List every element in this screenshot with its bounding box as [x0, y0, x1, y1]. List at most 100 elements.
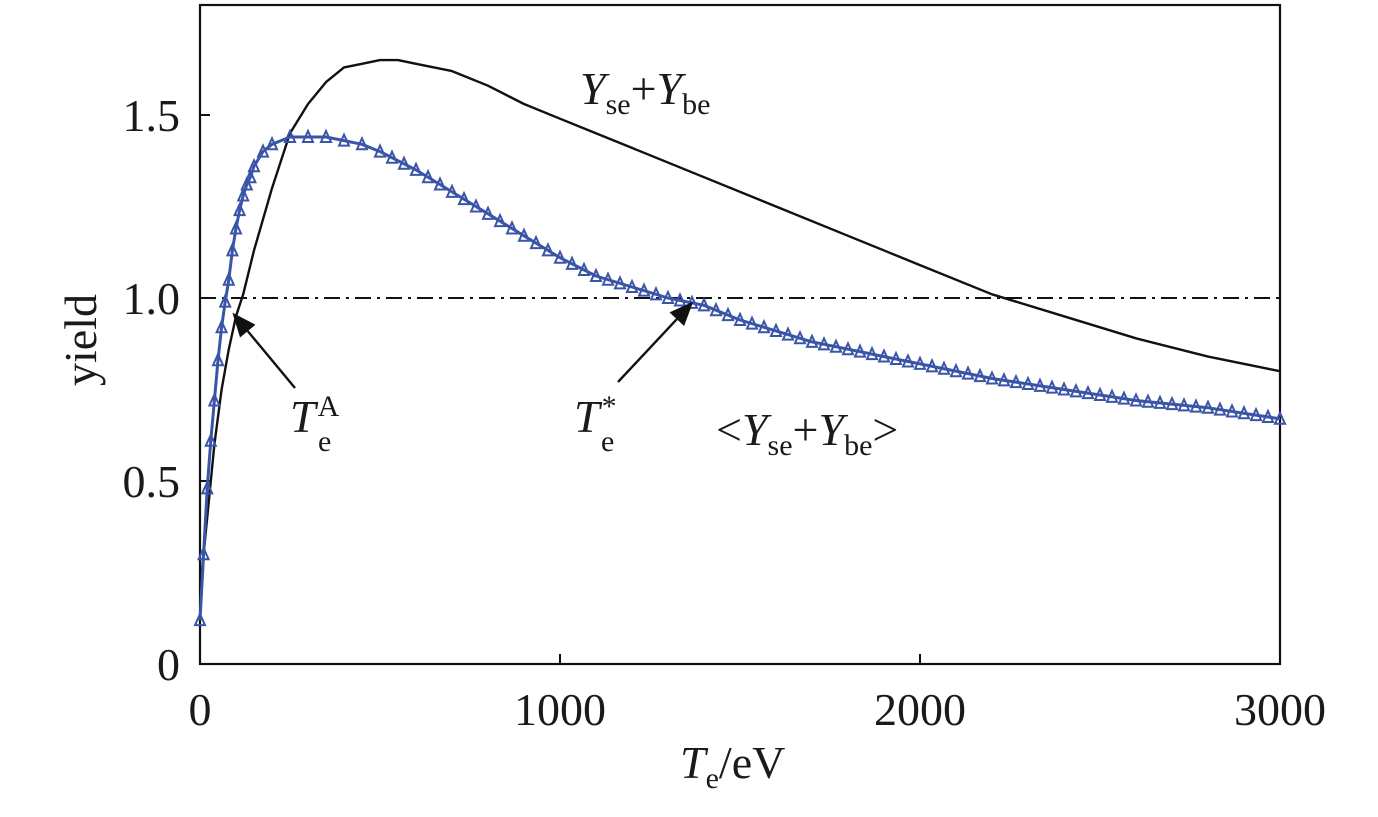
series-label-blue-op: + [793, 404, 819, 455]
triangle-marker [529, 234, 543, 250]
triangle-marker [553, 249, 567, 264]
triangle-marker [961, 365, 975, 380]
triangle-marker [1261, 408, 1275, 423]
triangle-marker [200, 479, 214, 495]
triangle-marker [1129, 392, 1143, 407]
triangle-marker [577, 261, 591, 276]
triangle-marker [433, 176, 447, 191]
triangle-marker [197, 545, 211, 561]
triangle-marker [397, 155, 411, 170]
triangle-marker [997, 371, 1011, 387]
triangle-marker [505, 220, 519, 235]
triangle-marker [757, 318, 771, 334]
triangle-marker [745, 315, 759, 330]
triangle-marker [445, 183, 459, 198]
triangle-marker [301, 128, 315, 143]
triangle-marker [589, 267, 603, 283]
y-tick-label: 1.0 [123, 273, 181, 324]
triangle-marker [853, 343, 867, 358]
triangle-marker [236, 187, 250, 202]
triangle-marker [229, 220, 243, 235]
triangle-marker [985, 370, 999, 385]
triangle-marker [949, 362, 963, 378]
triangle-marker [889, 350, 903, 365]
x-tick-label: 1000 [514, 684, 606, 735]
series-line-blue [198, 135, 1281, 621]
triangle-marker [685, 294, 699, 309]
triangle-marker [769, 322, 783, 337]
triangle-marker [913, 355, 927, 370]
triangle-marker [337, 132, 351, 147]
triangle-marker [409, 161, 423, 176]
y-axis-title: yield [55, 294, 106, 386]
triangle-marker [877, 348, 891, 363]
triangle-marker [661, 289, 675, 304]
triangle-marker [1069, 382, 1083, 398]
triangle-marker [319, 128, 333, 143]
triangle-marker [1141, 393, 1155, 408]
triangle-marker [233, 201, 247, 217]
triangle-marker [265, 135, 279, 151]
annotation-te-a: TA [290, 390, 340, 442]
triangle-marker [721, 306, 735, 322]
x-axis-title-sub: e [706, 762, 719, 795]
triangle-marker [1033, 377, 1047, 392]
triangle-marker [1117, 390, 1131, 405]
triangle-marker [1093, 386, 1107, 401]
triangle-marker [1081, 384, 1095, 400]
x-axis-title: Te/eV [680, 737, 785, 795]
x-tick-label: 3000 [1234, 684, 1326, 735]
triangle-marker [222, 271, 236, 286]
triangle-marker [193, 611, 207, 627]
triangle-marker [225, 242, 239, 257]
triangle-marker [565, 255, 579, 270]
series-label-black-y2: Y [657, 63, 687, 114]
triangle-marker [1249, 406, 1263, 422]
series-label-black-y1: Y [580, 63, 610, 114]
triangle-marker [283, 128, 297, 143]
triangle-marker [865, 345, 879, 361]
annotation-arrow-shaft [246, 330, 296, 389]
x-tick-label: 0 [189, 684, 212, 735]
triangle-marker [1153, 394, 1167, 409]
triangle-marker [421, 168, 435, 184]
annotation-te-star-subscript: e [601, 425, 614, 458]
x-tick-label: 2000 [874, 684, 966, 735]
triangle-marker [1021, 375, 1035, 391]
annotation-arrows [232, 301, 694, 389]
triangle-marker [1009, 373, 1023, 389]
triangle-marker [1165, 395, 1179, 411]
triangle-marker [373, 143, 387, 158]
triangle-marker [1105, 388, 1119, 403]
annotation-te-star-main: T [574, 391, 603, 442]
triangle-marker [733, 311, 747, 326]
triangle-marker [256, 143, 270, 158]
annotation-arrow-head [232, 312, 256, 338]
triangle-marker [247, 157, 261, 173]
axis-ticks [199, 114, 1281, 665]
triangle-marker [1273, 410, 1287, 425]
triangle-marker [793, 329, 807, 345]
triangle-marker [355, 135, 369, 151]
triangle-marker [1225, 403, 1239, 418]
x-axis-title-main: T [680, 737, 709, 788]
triangle-marker [937, 360, 951, 375]
triangle-marker [207, 392, 221, 407]
triangle-marker [829, 338, 843, 353]
triangle-marker [493, 212, 507, 228]
triangle-marker [1201, 399, 1215, 414]
triangle-marker [218, 293, 232, 308]
annotation-arrow-head [669, 301, 694, 327]
triangle-marker [1237, 404, 1251, 420]
triangle-marker [709, 301, 723, 317]
triangle-marker [697, 296, 711, 312]
x-axis-title-rest: /eV [719, 737, 785, 788]
plot-frame [198, 3, 1282, 666]
triangle-marker [673, 292, 687, 307]
triangle-marker [625, 278, 639, 294]
series-label-blue-open: < [716, 404, 742, 455]
series-label-blue-close: > [872, 404, 898, 455]
annotation-arrow-shaft [617, 318, 678, 383]
triangle-marker [1057, 381, 1071, 396]
